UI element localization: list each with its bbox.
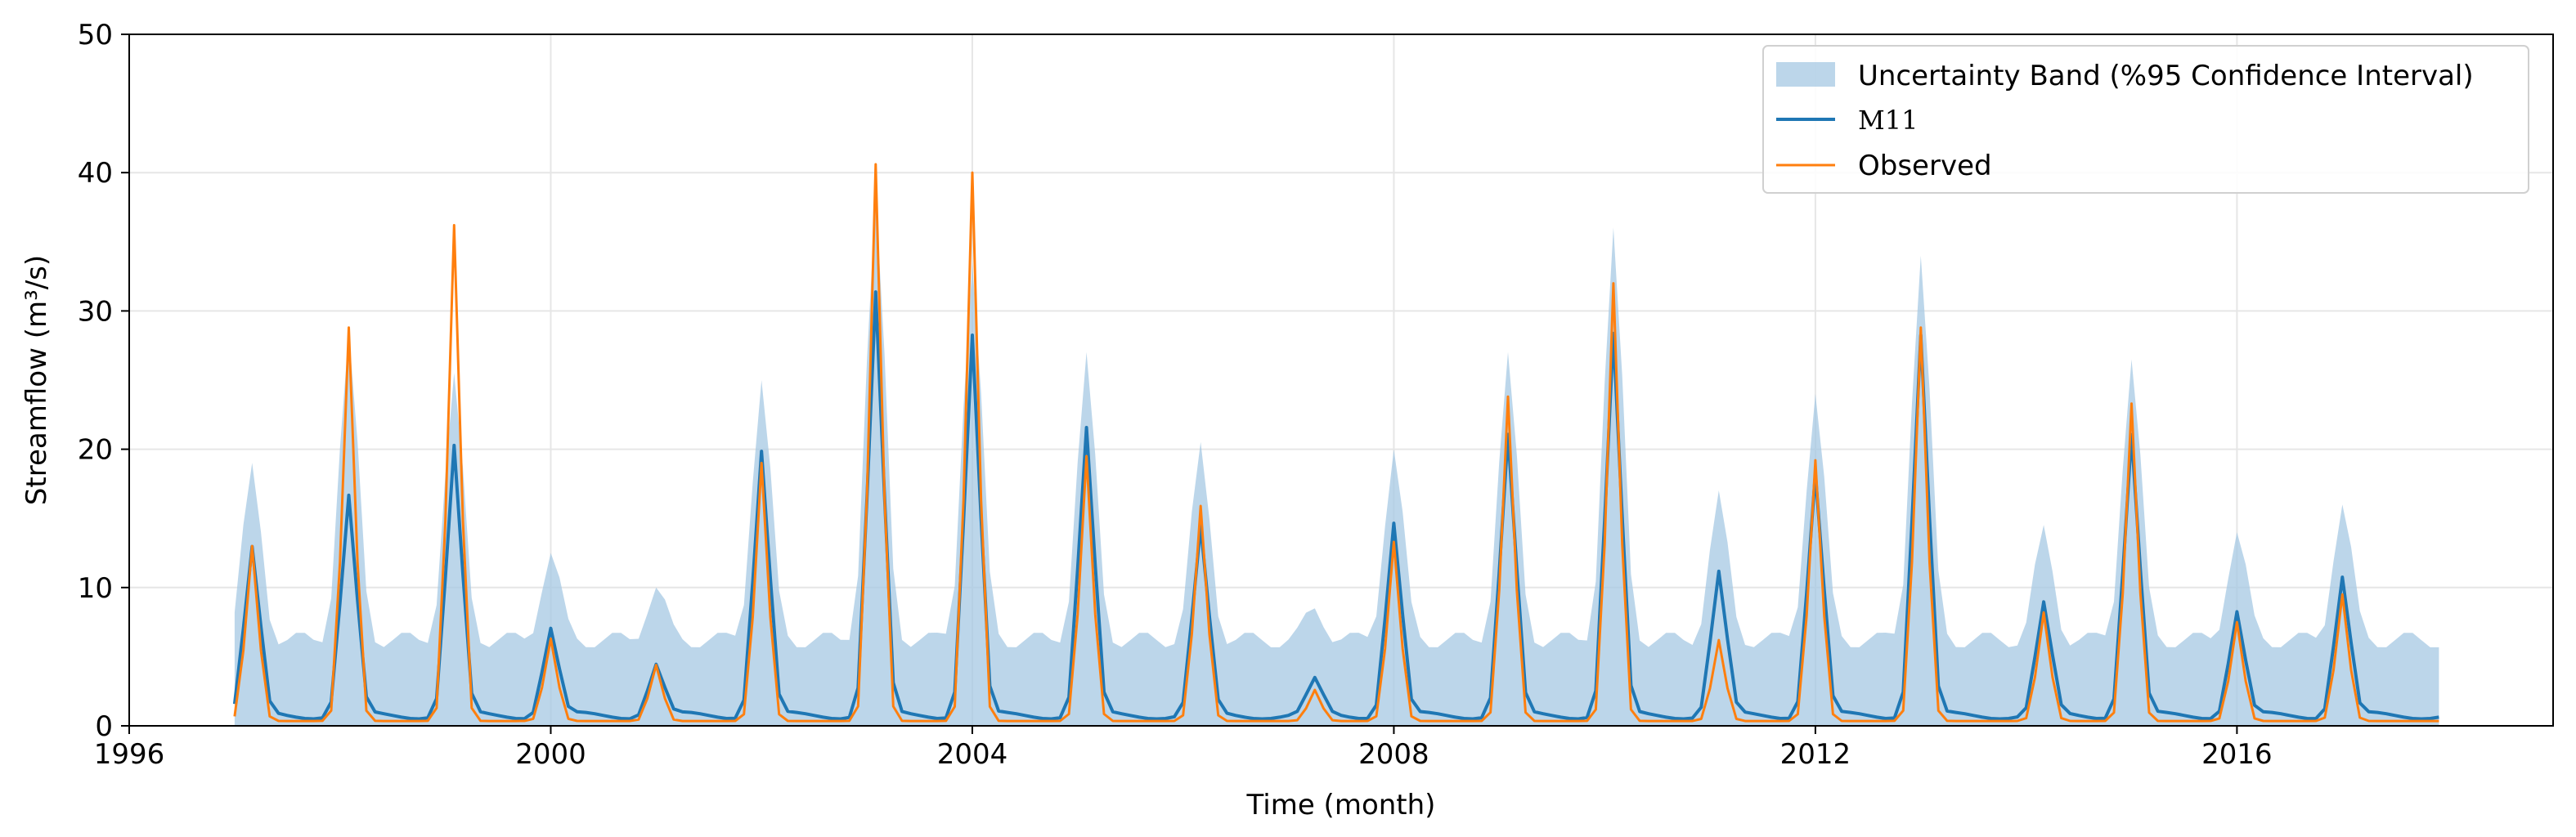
y-tick-label: 30 <box>78 295 113 328</box>
x-tick-label: 1996 <box>94 738 165 771</box>
x-tick-label: 2008 <box>1358 738 1429 771</box>
y-tick-label: 0 <box>95 710 113 743</box>
y-axis-label: Streamflow (m³/s) <box>20 255 53 505</box>
x-axis-label: Time (month) <box>1246 789 1436 821</box>
y-tick-label: 40 <box>78 157 113 190</box>
x-tick-label: 2000 <box>515 738 586 771</box>
observed-series-line <box>233 163 2439 723</box>
legend-band-swatch <box>1776 62 1835 87</box>
legend-m11-label: M11 <box>1858 105 1918 136</box>
y-tick-label: 10 <box>78 572 113 605</box>
uncertainty-band-layer <box>234 193 2439 726</box>
y-tick-label: 20 <box>78 434 113 467</box>
plot-frame <box>128 34 2554 727</box>
uncertainty-band <box>234 193 2439 726</box>
series-lines-layer <box>232 163 2439 723</box>
x-tick-label: 2004 <box>937 738 1008 771</box>
x-tick-label: 2016 <box>2201 738 2273 771</box>
y-tick-label: 50 <box>78 19 113 51</box>
legend-band-label: Uncertainty Band (%95 Confidence Interva… <box>1858 60 2474 92</box>
x-tick-label: 2012 <box>1780 738 1851 771</box>
legend-box <box>1762 45 2529 194</box>
m11-series-line <box>232 290 2439 721</box>
axis-ticks: 1996 2000 2004 2008 2012 2016 0 10 20 30 40 50 <box>78 19 2273 771</box>
legend-observed-label: Observed <box>1858 150 1992 182</box>
legend: Uncertainty Band (%95 Confidence Interva… <box>1762 45 2529 194</box>
